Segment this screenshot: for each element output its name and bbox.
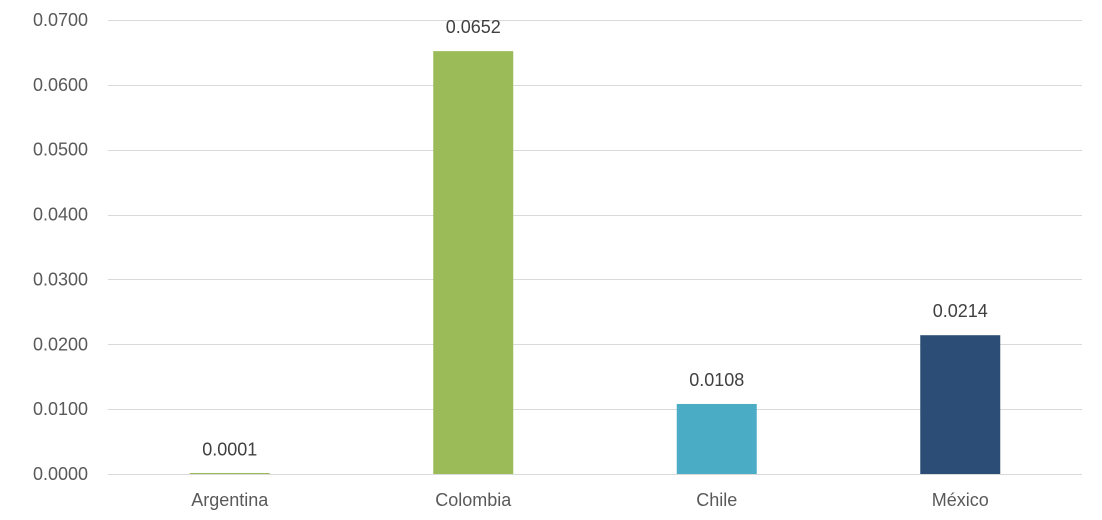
y-axis-tick-labels: 0.0000 0.0100 0.0200 0.0300 0.0400 0.0500 0.06…	[33, 10, 88, 484]
bar-mxico	[920, 335, 1001, 474]
y-tick-label: 0.0400	[33, 205, 88, 225]
y-tick-label: 0.0600	[33, 75, 88, 95]
bars	[189, 51, 1001, 474]
x-category-label: Chile	[696, 490, 737, 510]
data-labels: 0.0001 0.0652 0.0108 0.0214	[202, 17, 988, 459]
y-tick-label: 0.0200	[33, 334, 88, 354]
x-category-label: Colombia	[435, 490, 512, 510]
y-tick-label: 0.0100	[33, 399, 88, 419]
bar-argentina	[189, 473, 270, 474]
bar-colombia	[433, 51, 514, 474]
x-axis-category-labels: Argentina Colombia Chile México	[191, 490, 989, 510]
y-tick-label: 0.0700	[33, 10, 88, 30]
data-label: 0.0001	[202, 439, 257, 459]
y-tick-label: 0.0500	[33, 140, 88, 160]
y-tick-label: 0.0000	[33, 464, 88, 484]
bar-chile	[676, 403, 757, 474]
y-tick-label: 0.0300	[33, 269, 88, 289]
data-label: 0.0108	[689, 370, 744, 390]
x-category-label: Argentina	[191, 490, 269, 510]
gridlines	[108, 20, 1082, 475]
data-label: 0.0214	[933, 301, 988, 321]
x-category-label: México	[932, 490, 989, 510]
data-label: 0.0652	[446, 17, 501, 37]
